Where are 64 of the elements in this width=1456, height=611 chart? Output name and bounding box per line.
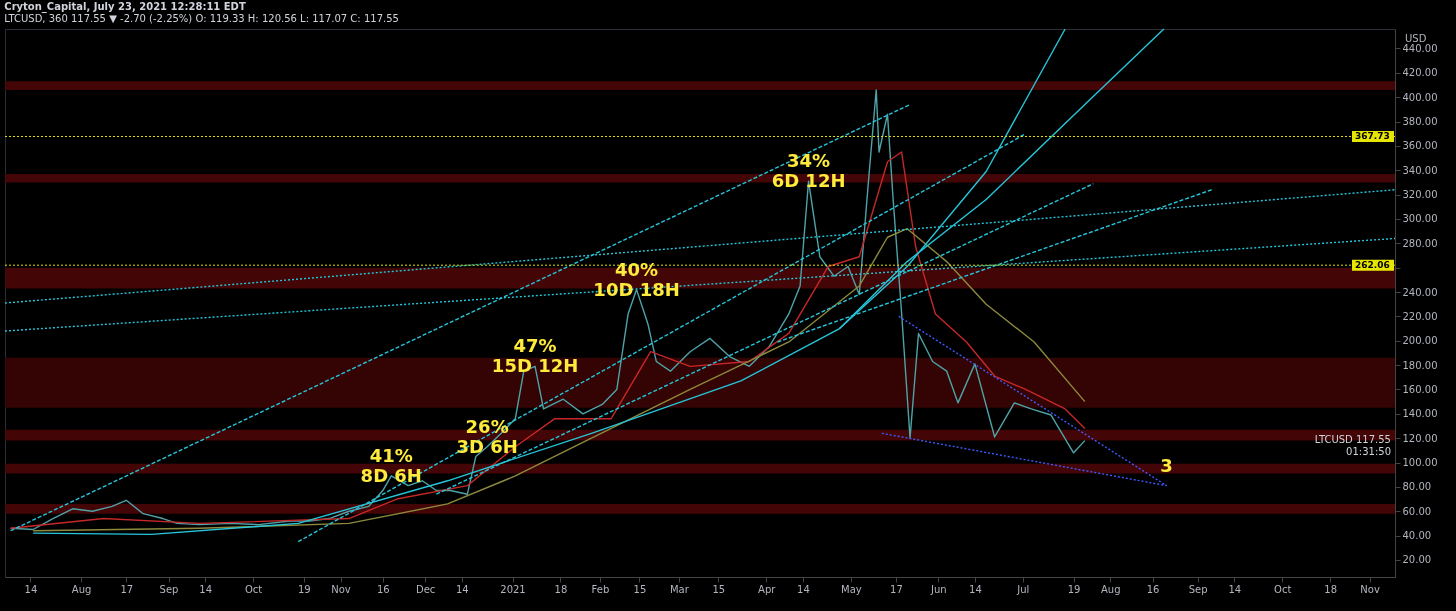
x-tick-label: 14 <box>199 583 213 595</box>
x-tick-label: Feb <box>591 583 610 595</box>
x-tick-label: May <box>841 583 862 595</box>
y-tick-label: 300.00 <box>1402 213 1438 225</box>
x-tick-label: 19 <box>1067 583 1081 595</box>
x-tick-label: 18 <box>554 583 568 595</box>
x-tick-label: Dec <box>415 583 436 595</box>
annotation: 47% 15D 12H <box>491 335 579 377</box>
x-tick-label: Oct <box>244 583 263 595</box>
annotation: 3 <box>1160 454 1173 476</box>
annotation: 40% 10D 18H <box>593 258 680 300</box>
x-tick-label: Sep <box>1188 583 1208 595</box>
x-tick-label: 14 <box>1228 583 1242 595</box>
x-tick-label: 15 <box>712 583 726 595</box>
annotation: LTCUSD 117.55 01:31:50 <box>1314 434 1391 458</box>
x-tick-label: Sep <box>159 583 179 595</box>
y-tick-label: 440.00 <box>1402 42 1438 54</box>
x-tick-label: 16 <box>376 583 390 595</box>
y-tick-label: 420.00 <box>1402 67 1438 79</box>
y-tick-label: 140.00 <box>1402 408 1438 420</box>
x-tick-label: 14 <box>24 583 38 595</box>
x-tick-label: 15 <box>633 583 647 595</box>
text: USD <box>1405 33 1427 44</box>
x-tick-label: 17 <box>120 583 134 595</box>
chart-subtitle: LTCUSD, 360 117.55 ▼ -2.70 (-2.25%) O: 119.33 H: 120.56 L: 117.07 C: 117.55 <box>4 13 399 25</box>
y-tick-label: 200.00 <box>1402 335 1438 347</box>
y-tick-label: 380.00 <box>1402 116 1438 128</box>
x-tick-label: 18 <box>1324 583 1338 595</box>
x-tick-label: Aug <box>1100 583 1121 595</box>
ref-line-label: 262.06 <box>1355 260 1390 271</box>
ref-line-label: 367.73 <box>1355 131 1390 142</box>
y-tick-label: 160.00 <box>1402 383 1438 395</box>
x-tick-label: Nov <box>1360 583 1380 595</box>
x-tick-label: 14 <box>455 583 469 595</box>
x-tick-label: Aug <box>71 583 92 595</box>
x-tick-label: 16 <box>1146 583 1160 595</box>
y-tick-label: 280.00 <box>1402 237 1438 249</box>
y-tick-label: 220.00 <box>1402 310 1438 322</box>
x-tick-label: Jul <box>1016 583 1030 595</box>
y-tick-label: 100.00 <box>1402 457 1438 469</box>
x-tick-label: 17 <box>890 583 903 595</box>
x-tick-label: 14 <box>797 583 810 595</box>
annotation: 41% 8D 6H <box>360 444 422 486</box>
y-tick-label: 40.00 <box>1402 530 1432 542</box>
y-tick-label: 80.00 <box>1402 481 1432 493</box>
annotation: 34% 6D 12H <box>771 150 846 192</box>
y-tick-label: 360.00 <box>1402 140 1438 152</box>
y-tick-label: 340.00 <box>1402 164 1438 176</box>
x-tick-label: 19 <box>298 583 311 595</box>
y-tick-label: 20.00 <box>1402 554 1432 566</box>
chart-title: Cryton_Capital, July 23, 2021 12:28:11 EDT <box>4 1 246 14</box>
y-tick-label: 60.00 <box>1402 505 1432 517</box>
x-tick-label: Jun <box>929 583 947 595</box>
x-tick-label: 14 <box>969 583 982 595</box>
x-tick-label: Mar <box>669 583 690 595</box>
y-tick-label: 400.00 <box>1402 91 1438 103</box>
y-tick-label: 320.00 <box>1402 189 1438 201</box>
y-tick-label: 240.00 <box>1402 286 1438 298</box>
x-tick-label: 2021 <box>500 583 526 595</box>
x-tick-label: Oct <box>1274 583 1292 595</box>
x-tick-label: Nov <box>331 583 351 595</box>
y-tick-label: 180.00 <box>1402 359 1438 371</box>
x-tick-label: Apr <box>758 583 777 595</box>
y-tick-label: 120.00 <box>1402 432 1438 444</box>
